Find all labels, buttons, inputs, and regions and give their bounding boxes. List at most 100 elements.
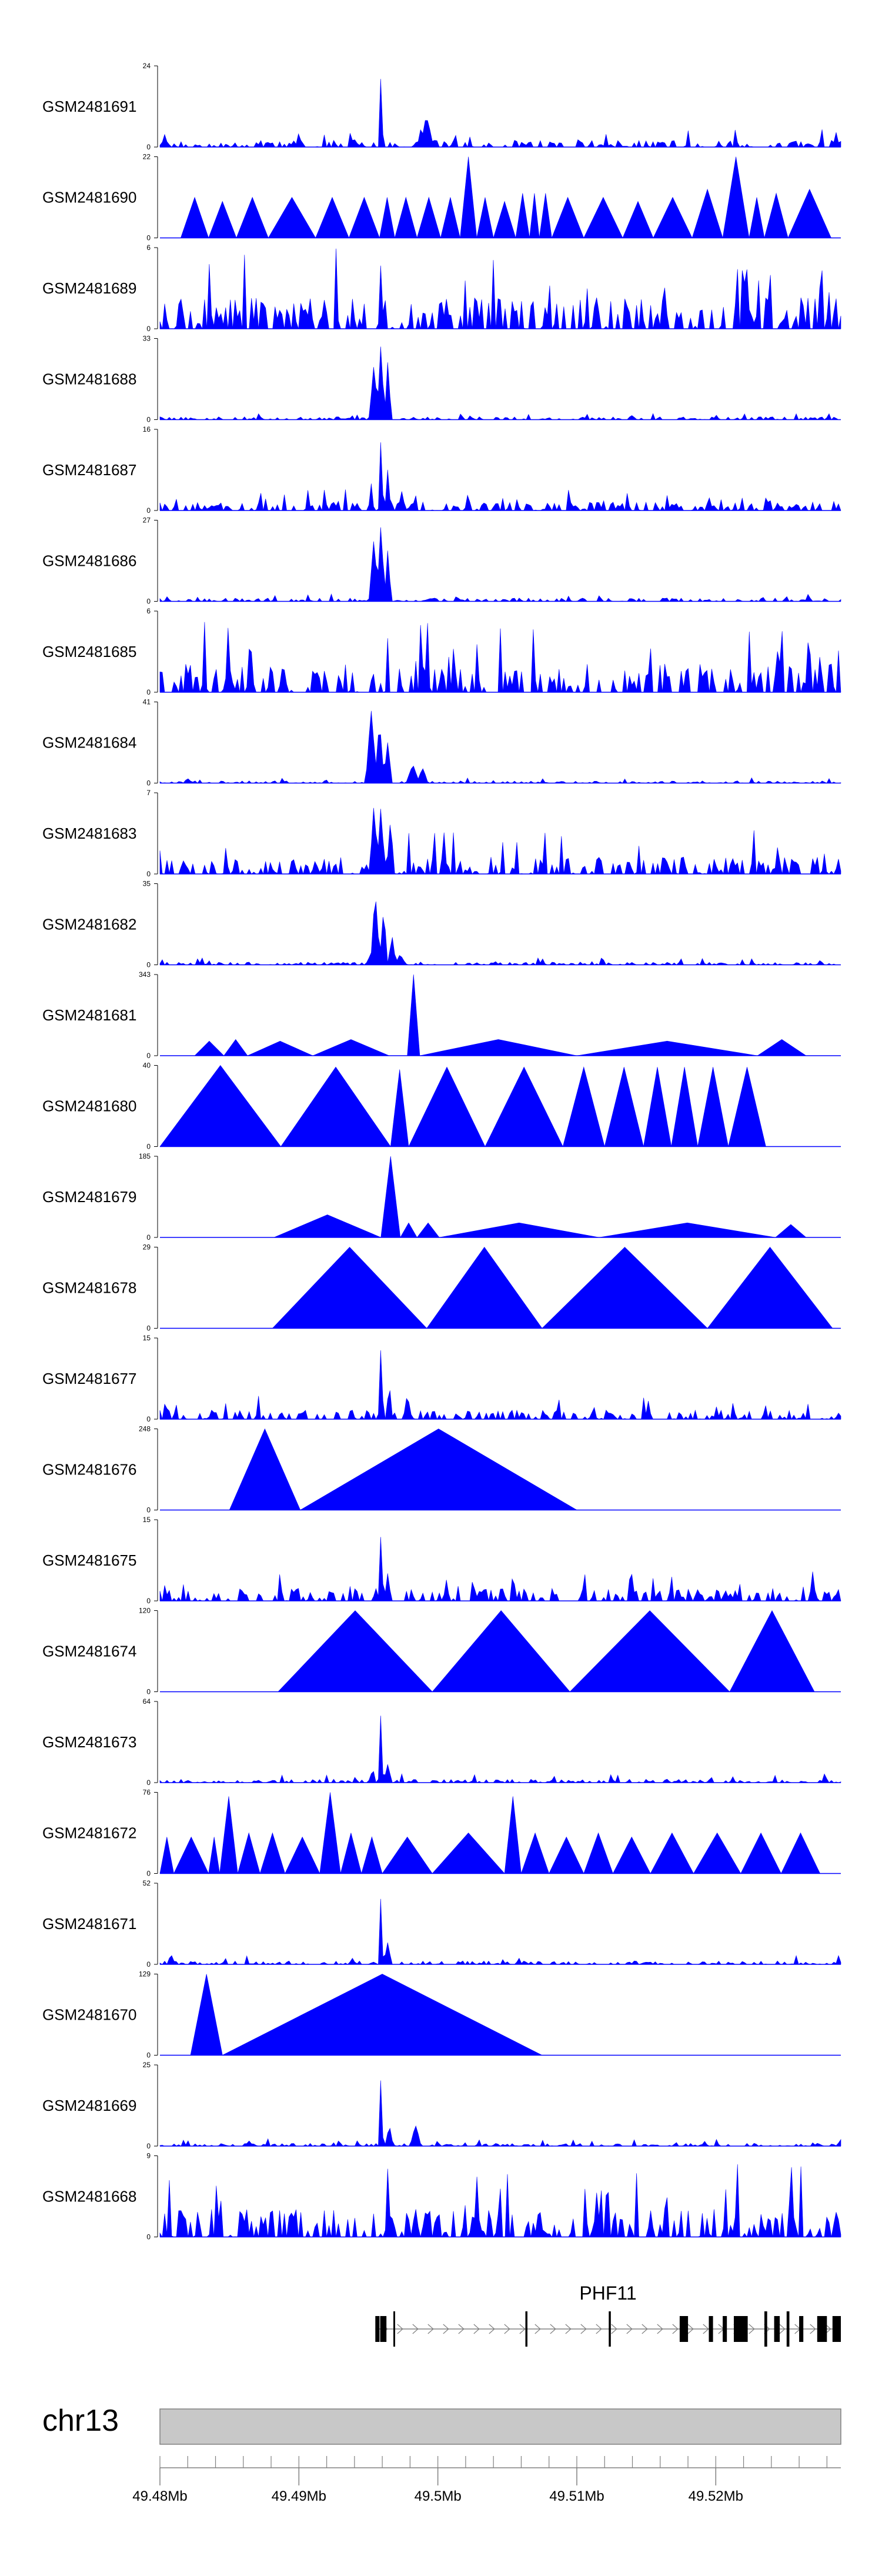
y-max-label: 52 [143,1879,151,1887]
signal-area [229,1428,578,1510]
track-GSM2481672: GSM2481672 76 0 [42,1788,841,1878]
x-tick-label: 49.51Mb [549,2488,604,2504]
track-label: GSM2481688 [42,371,136,388]
y-min-label: 0 [146,1233,151,1242]
signal-area [159,2080,841,2147]
track-GSM2481685: GSM2481685 6 0 [42,607,841,696]
track-GSM2481680: GSM2481680 40 0 [42,1062,841,1151]
y-min-label: 0 [146,1688,151,1696]
track-label: GSM2481674 [42,1643,136,1660]
gene-exon [679,2316,689,2342]
track-label: GSM2481679 [42,1188,136,1206]
gene-label: PHF11 [579,2283,636,2304]
track-GSM2481681: GSM2481681 343 0 [42,970,841,1060]
track-GSM2481670: GSM2481670 129 0 [42,1970,841,2060]
signal-area [159,248,841,330]
y-max-label: 22 [143,153,151,161]
y-max-label: 7 [146,789,151,797]
y-max-label: 29 [143,1243,151,1252]
gene-exon [774,2316,780,2342]
strand-arrow-icon [550,2324,556,2334]
y-min-label: 0 [146,779,151,788]
y-max-label: 6 [146,607,151,615]
signal-area [278,1610,815,1692]
y-min-label: 0 [146,143,151,151]
track-GSM2481675: GSM2481675 15 0 [42,1516,841,1605]
track-label: GSM2481670 [42,2006,136,2024]
gene-exon [609,2311,611,2347]
y-min-label: 0 [146,1778,151,1787]
track-label: GSM2481678 [42,1279,136,1297]
strand-arrow-icon [687,2324,694,2334]
x-tick-label: 49.49Mb [272,2488,326,2504]
chromosome-label: chr13 [42,2404,119,2438]
y-min-label: 0 [146,1052,151,1060]
y-max-label: 6 [146,243,151,252]
signal-area [159,442,841,512]
strand-arrow-icon [473,2324,480,2334]
gene-exon [764,2311,767,2347]
track-GSM2481679: GSM2481679 185 0 [42,1152,841,1242]
gene-exon [723,2316,727,2342]
y-max-label: 15 [143,1516,151,1524]
y-max-label: 40 [143,1062,151,1070]
gene-exon [393,2311,395,2347]
track-GSM2481678: GSM2481678 29 0 [42,1243,841,1333]
track-label: GSM2481676 [42,1461,136,1479]
signal-area [272,1246,833,1329]
strand-arrow-icon [657,2324,663,2334]
signal-area [159,622,841,693]
y-max-label: 343 [139,970,151,979]
track-label: GSM2481672 [42,1824,136,1842]
track-label: GSM2481668 [42,2188,136,2205]
y-max-label: 129 [139,1970,151,1978]
y-min-label: 0 [146,688,151,696]
strand-arrow-icon [534,2324,541,2334]
strand-arrow-icon [519,2324,526,2334]
y-max-label: 64 [143,1697,151,1706]
track-label: GSM2481680 [42,1097,136,1115]
strand-arrow-icon [825,2324,831,2334]
y-min-label: 0 [146,1960,151,1968]
track-label: GSM2481690 [42,189,136,206]
strand-arrow-icon [703,2324,709,2334]
strand-arrow-icon [489,2324,495,2334]
track-label: GSM2481686 [42,552,136,570]
y-max-label: 76 [143,1788,151,1797]
track-label: GSM2481689 [42,279,136,297]
genome-axis: chr13 49.48Mb 49.49Mb 49.5Mb 49.51Mb 49.52Mb [42,2404,841,2504]
strand-arrow-icon [443,2324,449,2334]
strand-arrow-icon [672,2324,679,2334]
signal-area [159,79,841,148]
signal-area [159,1350,841,1420]
track-GSM2481682: GSM2481682 35 0 [42,880,841,969]
track-label: GSM2481687 [42,461,136,479]
track-GSM2481687: GSM2481687 16 0 [42,425,841,515]
track-GSM2481686: GSM2481686 27 0 [42,516,841,606]
x-tick-label: 49.5Mb [415,2488,462,2504]
track-label: GSM2481675 [42,1551,136,1569]
track-label: GSM2481673 [42,1733,136,1751]
gene-exon [375,2316,380,2342]
y-max-label: 9 [146,2152,151,2160]
signal-tracks: GSM2481691240GSM2481690220GSM248168960GS… [42,62,841,2241]
y-min-label: 0 [146,325,151,333]
track-GSM2481676: GSM2481676 248 0 [42,1425,841,1514]
strand-arrow-icon [458,2324,465,2334]
y-max-label: 35 [143,880,151,888]
strand-arrow-icon [749,2324,755,2334]
gene-exon [380,2316,387,2342]
track-GSM2481688: GSM2481688 33 0 [42,335,841,424]
signal-area [159,901,841,966]
gene-exon [786,2311,790,2347]
y-max-label: 33 [143,335,151,343]
track-label: GSM2481684 [42,734,136,752]
chromosome-ideogram [159,2408,841,2445]
track-label: GSM2481681 [42,1006,136,1024]
strand-arrow-icon [412,2324,419,2334]
track-label: GSM2481677 [42,1370,136,1387]
y-min-label: 0 [146,416,151,424]
y-max-label: 25 [143,2061,151,2069]
y-min-label: 0 [146,506,151,515]
x-tick-label: 49.48Mb [132,2488,187,2504]
